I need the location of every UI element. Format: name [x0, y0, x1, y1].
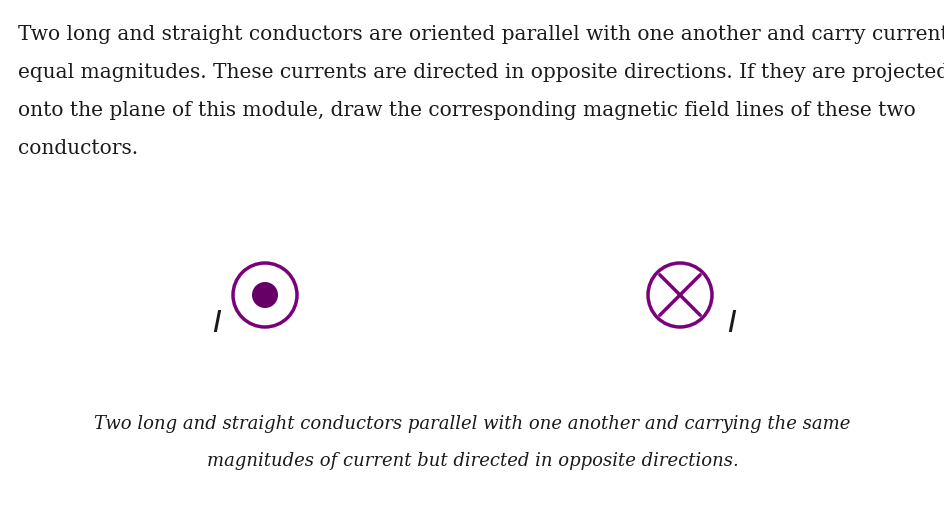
Text: Two long and straight conductors parallel with one another and carrying the same: Two long and straight conductors paralle…: [94, 415, 850, 433]
Text: equal magnitudes. These currents are directed in opposite directions. If they ar: equal magnitudes. These currents are dir…: [18, 63, 944, 82]
Text: onto the plane of this module, draw the corresponding magnetic field lines of th: onto the plane of this module, draw the …: [18, 101, 915, 120]
Text: magnitudes of current but directed in opposite directions.: magnitudes of current but directed in op…: [207, 452, 737, 470]
Text: Two long and straight conductors are oriented parallel with one another and carr: Two long and straight conductors are ori…: [18, 25, 944, 44]
Text: $\mathit{I}$: $\mathit{I}$: [726, 308, 736, 339]
Text: conductors.: conductors.: [18, 139, 138, 158]
Circle shape: [252, 282, 278, 308]
Text: $\mathit{I}$: $\mathit{I}$: [211, 308, 222, 339]
